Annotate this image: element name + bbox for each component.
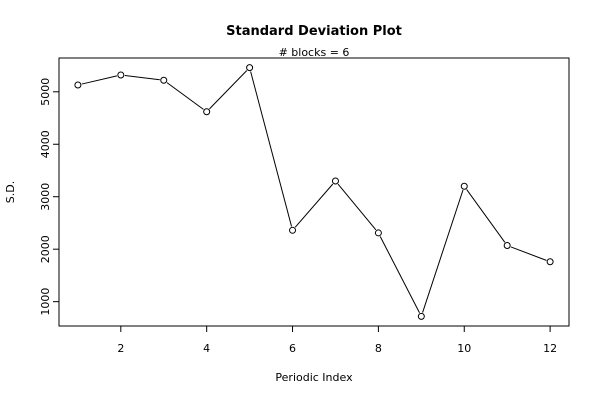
y-tick-label: 4000 — [39, 130, 52, 158]
chart-subtitle: # blocks = 6 — [279, 46, 350, 59]
plot-frame — [58, 57, 570, 327]
y-axis: 1000 2000 3000 4000 5000 — [39, 78, 60, 316]
data-point — [503, 242, 511, 250]
y-tick-label: 3000 — [39, 183, 52, 211]
x-tick-label: 4 — [203, 342, 210, 355]
x-axis-label: Periodic Index — [275, 371, 353, 384]
data-point — [460, 182, 468, 190]
y-axis-label: S.D. — [4, 181, 17, 203]
series-line-segment — [379, 236, 420, 314]
x-tick-label: 8 — [375, 342, 382, 355]
series-line-segment — [510, 246, 547, 261]
series-line-segment — [209, 70, 248, 110]
data-point — [160, 76, 168, 84]
series-line-segment — [81, 75, 118, 85]
series-line-segment — [294, 183, 334, 228]
series-line-segment — [466, 189, 506, 243]
series-line-segment — [166, 82, 204, 110]
series-layer — [74, 64, 554, 320]
data-point — [374, 229, 382, 237]
x-tick-label: 12 — [543, 342, 557, 355]
data-point — [74, 81, 82, 89]
series-line-segment — [124, 74, 160, 81]
data-point — [289, 226, 297, 234]
x-tick-label: 6 — [289, 342, 296, 355]
series-line-segment — [250, 71, 292, 227]
y-tick-label: 5000 — [39, 78, 52, 106]
data-point — [417, 312, 425, 320]
y-tick-label: 2000 — [39, 235, 52, 263]
data-point — [246, 64, 254, 72]
x-tick-label: 2 — [117, 342, 124, 355]
data-point — [117, 71, 125, 79]
series-line-segment — [337, 183, 377, 231]
data-point — [546, 258, 554, 266]
series-line-segment — [422, 189, 464, 313]
x-axis: 2 4 6 8 10 12 — [117, 325, 557, 355]
data-point — [203, 108, 211, 116]
x-tick-label: 10 — [457, 342, 471, 355]
y-tick-label: 1000 — [39, 288, 52, 316]
data-point — [331, 177, 339, 185]
chart-title: Standard Deviation Plot — [226, 24, 402, 39]
